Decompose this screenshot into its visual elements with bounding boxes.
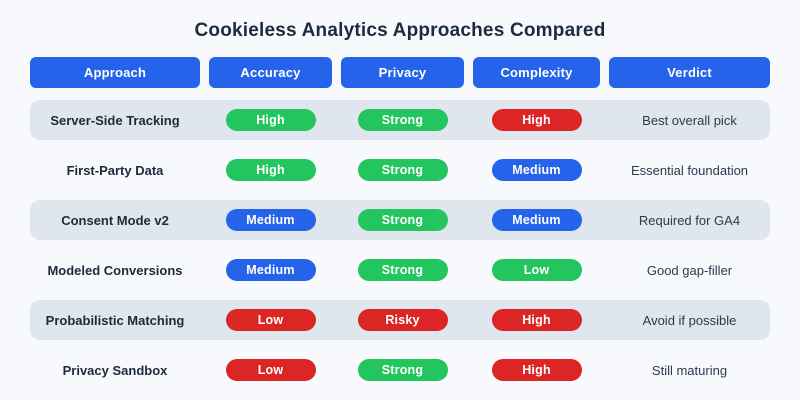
table-row: Privacy Sandbox Low Strong High Still ma…: [30, 350, 770, 390]
privacy-badge: Strong: [357, 259, 448, 281]
accuracy-badge: Low: [225, 359, 316, 381]
comparison-table: Approach Accuracy Privacy Complexity Ver…: [30, 57, 770, 400]
table-body: Server-Side Tracking High Strong High Be…: [30, 100, 770, 390]
column-header-verdict: Verdict: [609, 57, 770, 88]
table-row: Consent Mode v2 Medium Strong Medium Req…: [30, 200, 770, 240]
accuracy-badge: Medium: [225, 209, 316, 231]
approach-label: Probabilistic Matching: [45, 312, 185, 328]
verdict-text: Required for GA4: [638, 212, 741, 228]
column-header-privacy: Privacy: [341, 57, 464, 88]
table-row: Modeled Conversions Medium Strong Low Go…: [30, 250, 770, 290]
column-header-approach: Approach: [30, 57, 200, 88]
table-row: Probabilistic Matching Low Risky High Av…: [30, 300, 770, 340]
verdict-text: Best overall pick: [642, 112, 737, 128]
column-header-complexity: Complexity: [473, 57, 600, 88]
accuracy-badge: Low: [225, 309, 316, 331]
approach-label: Modeled Conversions: [47, 262, 183, 278]
complexity-badge: High: [491, 309, 582, 331]
verdict-text: Still maturing: [651, 362, 728, 378]
complexity-badge: Medium: [491, 209, 582, 231]
approach-label: Privacy Sandbox: [62, 362, 168, 378]
table-row: Server-Side Tracking High Strong High Be…: [30, 100, 770, 140]
table-row: First-Party Data High Strong Medium Esse…: [30, 150, 770, 190]
verdict-text: Good gap-filler: [646, 262, 733, 278]
complexity-badge: High: [491, 109, 582, 131]
complexity-badge: Medium: [491, 159, 582, 181]
page-title: Cookieless Analytics Approaches Compared: [194, 20, 606, 41]
verdict-text: Avoid if possible: [642, 312, 737, 328]
table-header: Approach Accuracy Privacy Complexity Ver…: [30, 57, 770, 88]
approach-label: Consent Mode v2: [61, 212, 169, 228]
accuracy-badge: High: [225, 109, 316, 131]
approach-label: First-Party Data: [66, 162, 164, 178]
privacy-badge: Strong: [357, 209, 448, 231]
privacy-badge: Strong: [357, 359, 448, 381]
approach-label: Server-Side Tracking: [50, 112, 180, 128]
verdict-text: Essential foundation: [630, 162, 749, 178]
privacy-badge: Strong: [357, 159, 448, 181]
privacy-badge: Risky: [357, 309, 448, 331]
column-header-accuracy: Accuracy: [209, 57, 332, 88]
complexity-badge: Low: [491, 259, 582, 281]
accuracy-badge: Medium: [225, 259, 316, 281]
privacy-badge: Strong: [357, 109, 448, 131]
accuracy-badge: High: [225, 159, 316, 181]
complexity-badge: High: [491, 359, 582, 381]
